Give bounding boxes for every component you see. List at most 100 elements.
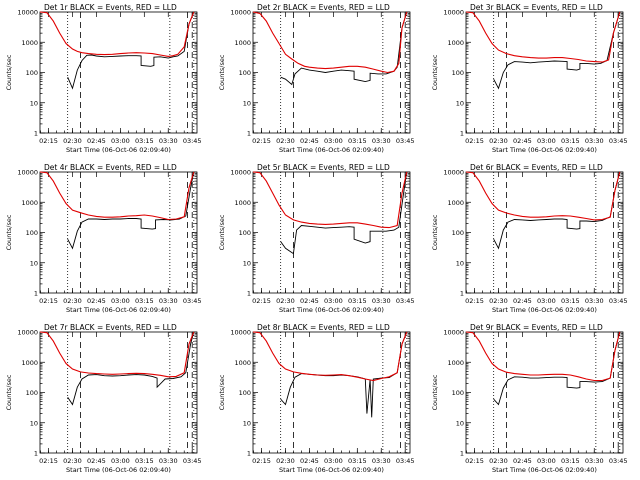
y-tick-label: 1000 [21,359,38,367]
x-tick-label: 02:15 [465,137,484,145]
lld-series-line [252,331,408,382]
x-tick-label: 03:30 [372,297,391,305]
y-tick-label: 1 [247,130,251,138]
chart-panel: Det 2r BLACK = Events, RED = LLD 1 10 100 10… [218,3,415,154]
x-tick-label: 03:00 [111,457,130,465]
y-tick-label: 1000 [447,199,464,207]
x-tick-label: 02:30 [63,137,82,145]
x-tick-label: 03:45 [396,137,415,145]
plot-frame [39,171,198,294]
chart-title: Det 4r BLACK = Events, RED = LLD [44,163,177,172]
y-tick-label: 1000 [234,39,251,47]
plot-frame [465,331,624,454]
y-axis-label: Counts/sec [5,374,13,410]
x-tick-label: 03:45 [183,297,202,305]
plot-frame [465,171,624,294]
x-tick-label: 03:30 [372,137,391,145]
lld-series-line [465,11,621,63]
events-series-line [67,11,195,90]
lld-series-line [39,171,195,221]
x-tick-label: 02:30 [276,457,295,465]
y-tick-label: 1 [247,450,251,458]
y-tick-label: 10000 [230,9,251,17]
y-tick-label: 100 [26,229,38,237]
x-tick-label: 03:30 [159,137,178,145]
lld-series-line [39,11,195,57]
x-tick-label: 02:45 [87,137,106,145]
chart-panel: Det 1r BLACK = Events, RED = LLD 1 10 100 10… [5,3,202,154]
events-series-line [493,11,621,90]
x-tick-label: 02:45 [300,137,319,145]
x-tick-label: 03:45 [183,137,202,145]
chart-title: Det 7r BLACK = Events, RED = LLD [44,323,177,332]
chart-panel: Det 7r BLACK = Events, RED = LLD 1 10 100 10… [5,323,202,474]
chart-title: Det 8r BLACK = Events, RED = LLD [257,323,390,332]
y-tick-label: 100 [239,69,251,77]
x-tick-label: 03:45 [609,457,628,465]
x-tick-label: 02:15 [39,457,58,465]
x-tick-label: 03:30 [585,137,604,145]
x-tick-label: 03:15 [348,297,367,305]
events-series-line [280,11,408,86]
y-tick-label: 1 [34,450,38,458]
x-tick-label: 03:30 [159,457,178,465]
lld-series-line [252,11,408,74]
x-axis-label: Start Time (06-Oct-06 02:09:40) [492,466,597,474]
x-tick-label: 02:15 [465,297,484,305]
x-axis-label: Start Time (06-Oct-06 02:09:40) [492,146,597,154]
y-axis-label: Counts/sec [5,54,13,90]
chart-panel: Det 5r BLACK = Events, RED = LLD 1 10 100 10… [218,163,415,314]
events-series-line [493,171,621,250]
y-tick-label: 10 [243,419,251,427]
x-tick-label: 02:30 [489,137,508,145]
x-tick-label: 02:30 [489,297,508,305]
x-axis-label: Start Time (06-Oct-06 02:09:40) [492,306,597,314]
y-tick-label: 1 [247,290,251,298]
x-tick-label: 02:45 [87,297,106,305]
x-tick-label: 03:15 [561,137,580,145]
x-tick-label: 02:15 [252,297,271,305]
x-tick-label: 03:00 [324,297,343,305]
x-tick-label: 03:30 [585,297,604,305]
y-tick-label: 10 [243,99,251,107]
x-tick-label: 02:45 [300,457,319,465]
plot-frame [465,11,624,134]
plot-frame [252,331,411,454]
chart-panel: Det 4r BLACK = Events, RED = LLD 1 10 100 10… [5,163,202,314]
y-tick-label: 10000 [443,9,464,17]
y-tick-label: 10 [456,419,464,427]
y-tick-label: 10 [456,259,464,267]
y-axis-label: Counts/sec [218,214,226,250]
x-tick-label: 03:00 [537,297,556,305]
y-tick-label: 100 [239,389,251,397]
x-axis-label: Start Time (06-Oct-06 02:09:40) [279,306,384,314]
y-axis-label: Counts/sec [218,54,226,90]
y-tick-label: 1000 [234,359,251,367]
events-series-line [67,171,195,250]
x-tick-label: 03:00 [111,137,130,145]
events-series-line [493,331,621,406]
x-tick-label: 02:15 [39,137,58,145]
y-tick-label: 1000 [447,39,464,47]
x-tick-label: 03:45 [396,457,415,465]
y-axis-label: Counts/sec [218,374,226,410]
x-tick-label: 02:45 [513,457,532,465]
chart-title: Det 6r BLACK = Events, RED = LLD [470,163,603,172]
plot-frame [252,171,411,294]
x-tick-label: 03:00 [324,137,343,145]
plot-frame [39,11,198,134]
y-tick-label: 1 [460,290,464,298]
events-series-line [67,331,195,406]
y-axis-label: Counts/sec [431,214,439,250]
lld-series-line [465,171,621,221]
y-tick-label: 100 [26,389,38,397]
x-tick-label: 03:30 [585,457,604,465]
plot-frame [39,331,198,454]
y-axis-label: Counts/sec [431,54,439,90]
x-tick-label: 03:45 [183,457,202,465]
x-tick-label: 02:15 [252,457,271,465]
x-tick-label: 03:30 [372,457,391,465]
y-tick-label: 1 [34,290,38,298]
x-tick-label: 02:45 [513,297,532,305]
x-tick-label: 02:30 [276,137,295,145]
